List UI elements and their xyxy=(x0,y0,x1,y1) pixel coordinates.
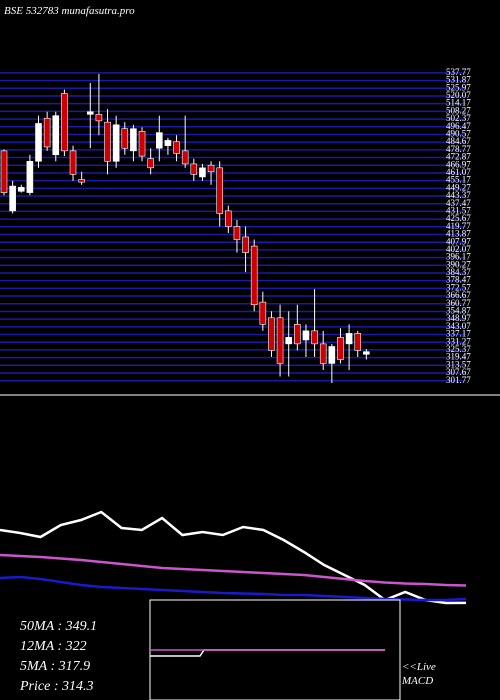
y-tick-label: 525.97 xyxy=(446,82,471,92)
y-tick-label: 343.07 xyxy=(446,321,471,331)
candle-body xyxy=(242,236,249,253)
macd-label: MACD xyxy=(401,675,433,687)
candle-body xyxy=(363,351,370,355)
y-tick-label: 396.17 xyxy=(446,252,471,262)
candle-body xyxy=(285,337,293,345)
y-tick-label: 449.27 xyxy=(446,182,471,192)
candle-body xyxy=(302,330,310,341)
y-tick-label: 366.67 xyxy=(446,290,471,300)
y-tick-label: 508.27 xyxy=(446,105,471,115)
candle-body xyxy=(86,111,94,115)
candle-body xyxy=(26,160,34,193)
candle-body xyxy=(69,150,77,175)
candle-body xyxy=(319,343,327,364)
y-tick-label: 413.87 xyxy=(446,229,471,239)
live-label: <<Live xyxy=(402,661,436,673)
candle-body xyxy=(276,317,284,364)
candle-body xyxy=(259,301,267,325)
candle-body xyxy=(328,346,336,364)
y-tick-label: 407.97 xyxy=(446,236,471,246)
y-tick-label: 461.07 xyxy=(446,167,471,177)
candle-body xyxy=(250,245,258,306)
candle-body xyxy=(43,117,51,148)
candle-body xyxy=(164,140,172,146)
y-tick-label: 390.27 xyxy=(446,259,471,269)
y-tick-label: 496.47 xyxy=(446,121,471,131)
y-tick-label: 520.07 xyxy=(446,90,471,100)
y-tick-label: 378.47 xyxy=(446,275,471,285)
candle-body xyxy=(337,337,344,360)
y-tick-label: 478.77 xyxy=(446,144,471,154)
y-tick-label: 484.67 xyxy=(446,136,471,146)
candle-body xyxy=(345,333,353,345)
candle-body xyxy=(311,330,318,345)
price-label: Price : 314.3 xyxy=(19,679,93,694)
candle-body xyxy=(78,179,85,183)
y-tick-label: 490.57 xyxy=(446,129,471,139)
y-tick-label: 372.57 xyxy=(446,282,471,292)
y-tick-label: 472.87 xyxy=(446,152,471,162)
candle-body xyxy=(181,150,189,165)
y-tick-label: 402.07 xyxy=(446,244,471,254)
candle-body xyxy=(130,128,137,152)
candle-body xyxy=(268,317,275,351)
y-tick-label: 455.17 xyxy=(446,175,471,185)
y-tick-label: 443.37 xyxy=(446,190,471,200)
candle-body xyxy=(112,124,120,162)
candle-body xyxy=(216,167,223,214)
y-tick-label: 537.77 xyxy=(446,67,471,77)
candle-body xyxy=(155,132,163,149)
candle-body xyxy=(138,130,146,157)
y-tick-label: 337.17 xyxy=(446,329,471,339)
candle-body xyxy=(173,141,180,154)
y-tick-label: 431.57 xyxy=(446,205,471,215)
y-tick-label: 313.57 xyxy=(446,359,471,369)
y-tick-label: 419.77 xyxy=(446,221,471,231)
y-tick-label: 437.47 xyxy=(446,198,471,208)
chart-title: BSE 532783 munafasutra.pro xyxy=(4,5,135,17)
candle-body xyxy=(190,163,198,175)
candle-body xyxy=(207,164,215,173)
y-tick-label: 514.17 xyxy=(446,98,471,108)
candle-body xyxy=(0,150,8,193)
y-tick-label: 354.87 xyxy=(446,306,471,316)
indicator-line xyxy=(0,575,467,602)
candle-body xyxy=(225,210,232,227)
y-tick-label: 531.87 xyxy=(446,75,471,85)
y-tick-label: 360.77 xyxy=(446,298,471,308)
ma12-label: 12MA : 322 xyxy=(20,639,87,654)
y-tick-label: 384.37 xyxy=(446,267,471,277)
candle-body xyxy=(354,333,362,351)
y-tick-label: 301.77 xyxy=(446,375,471,385)
candle-body xyxy=(233,226,241,240)
y-tick-label: 319.47 xyxy=(446,352,471,362)
candle-body xyxy=(294,324,301,345)
candle-body xyxy=(199,167,206,178)
candle-body xyxy=(147,158,154,169)
ma5-label: 5MA : 317.9 xyxy=(20,659,90,674)
candle-body xyxy=(104,121,111,162)
y-tick-label: 325.37 xyxy=(446,344,471,354)
y-tick-label: 466.97 xyxy=(446,159,471,169)
candle-body xyxy=(52,115,60,156)
y-tick-label: 331.27 xyxy=(446,336,471,346)
y-tick-label: 425.67 xyxy=(446,213,471,223)
candle-body xyxy=(61,93,68,152)
candle-body xyxy=(95,114,103,122)
candle-body xyxy=(9,185,16,212)
candle-body xyxy=(121,128,129,149)
y-tick-label: 348.97 xyxy=(446,313,471,323)
candle-body xyxy=(35,123,42,162)
ma50-label: 50MA : 349.1 xyxy=(20,619,97,634)
indicator-line xyxy=(0,553,467,587)
y-tick-label: 502.37 xyxy=(446,113,471,123)
y-tick-label: 307.67 xyxy=(446,367,471,377)
candle-body xyxy=(17,187,25,192)
